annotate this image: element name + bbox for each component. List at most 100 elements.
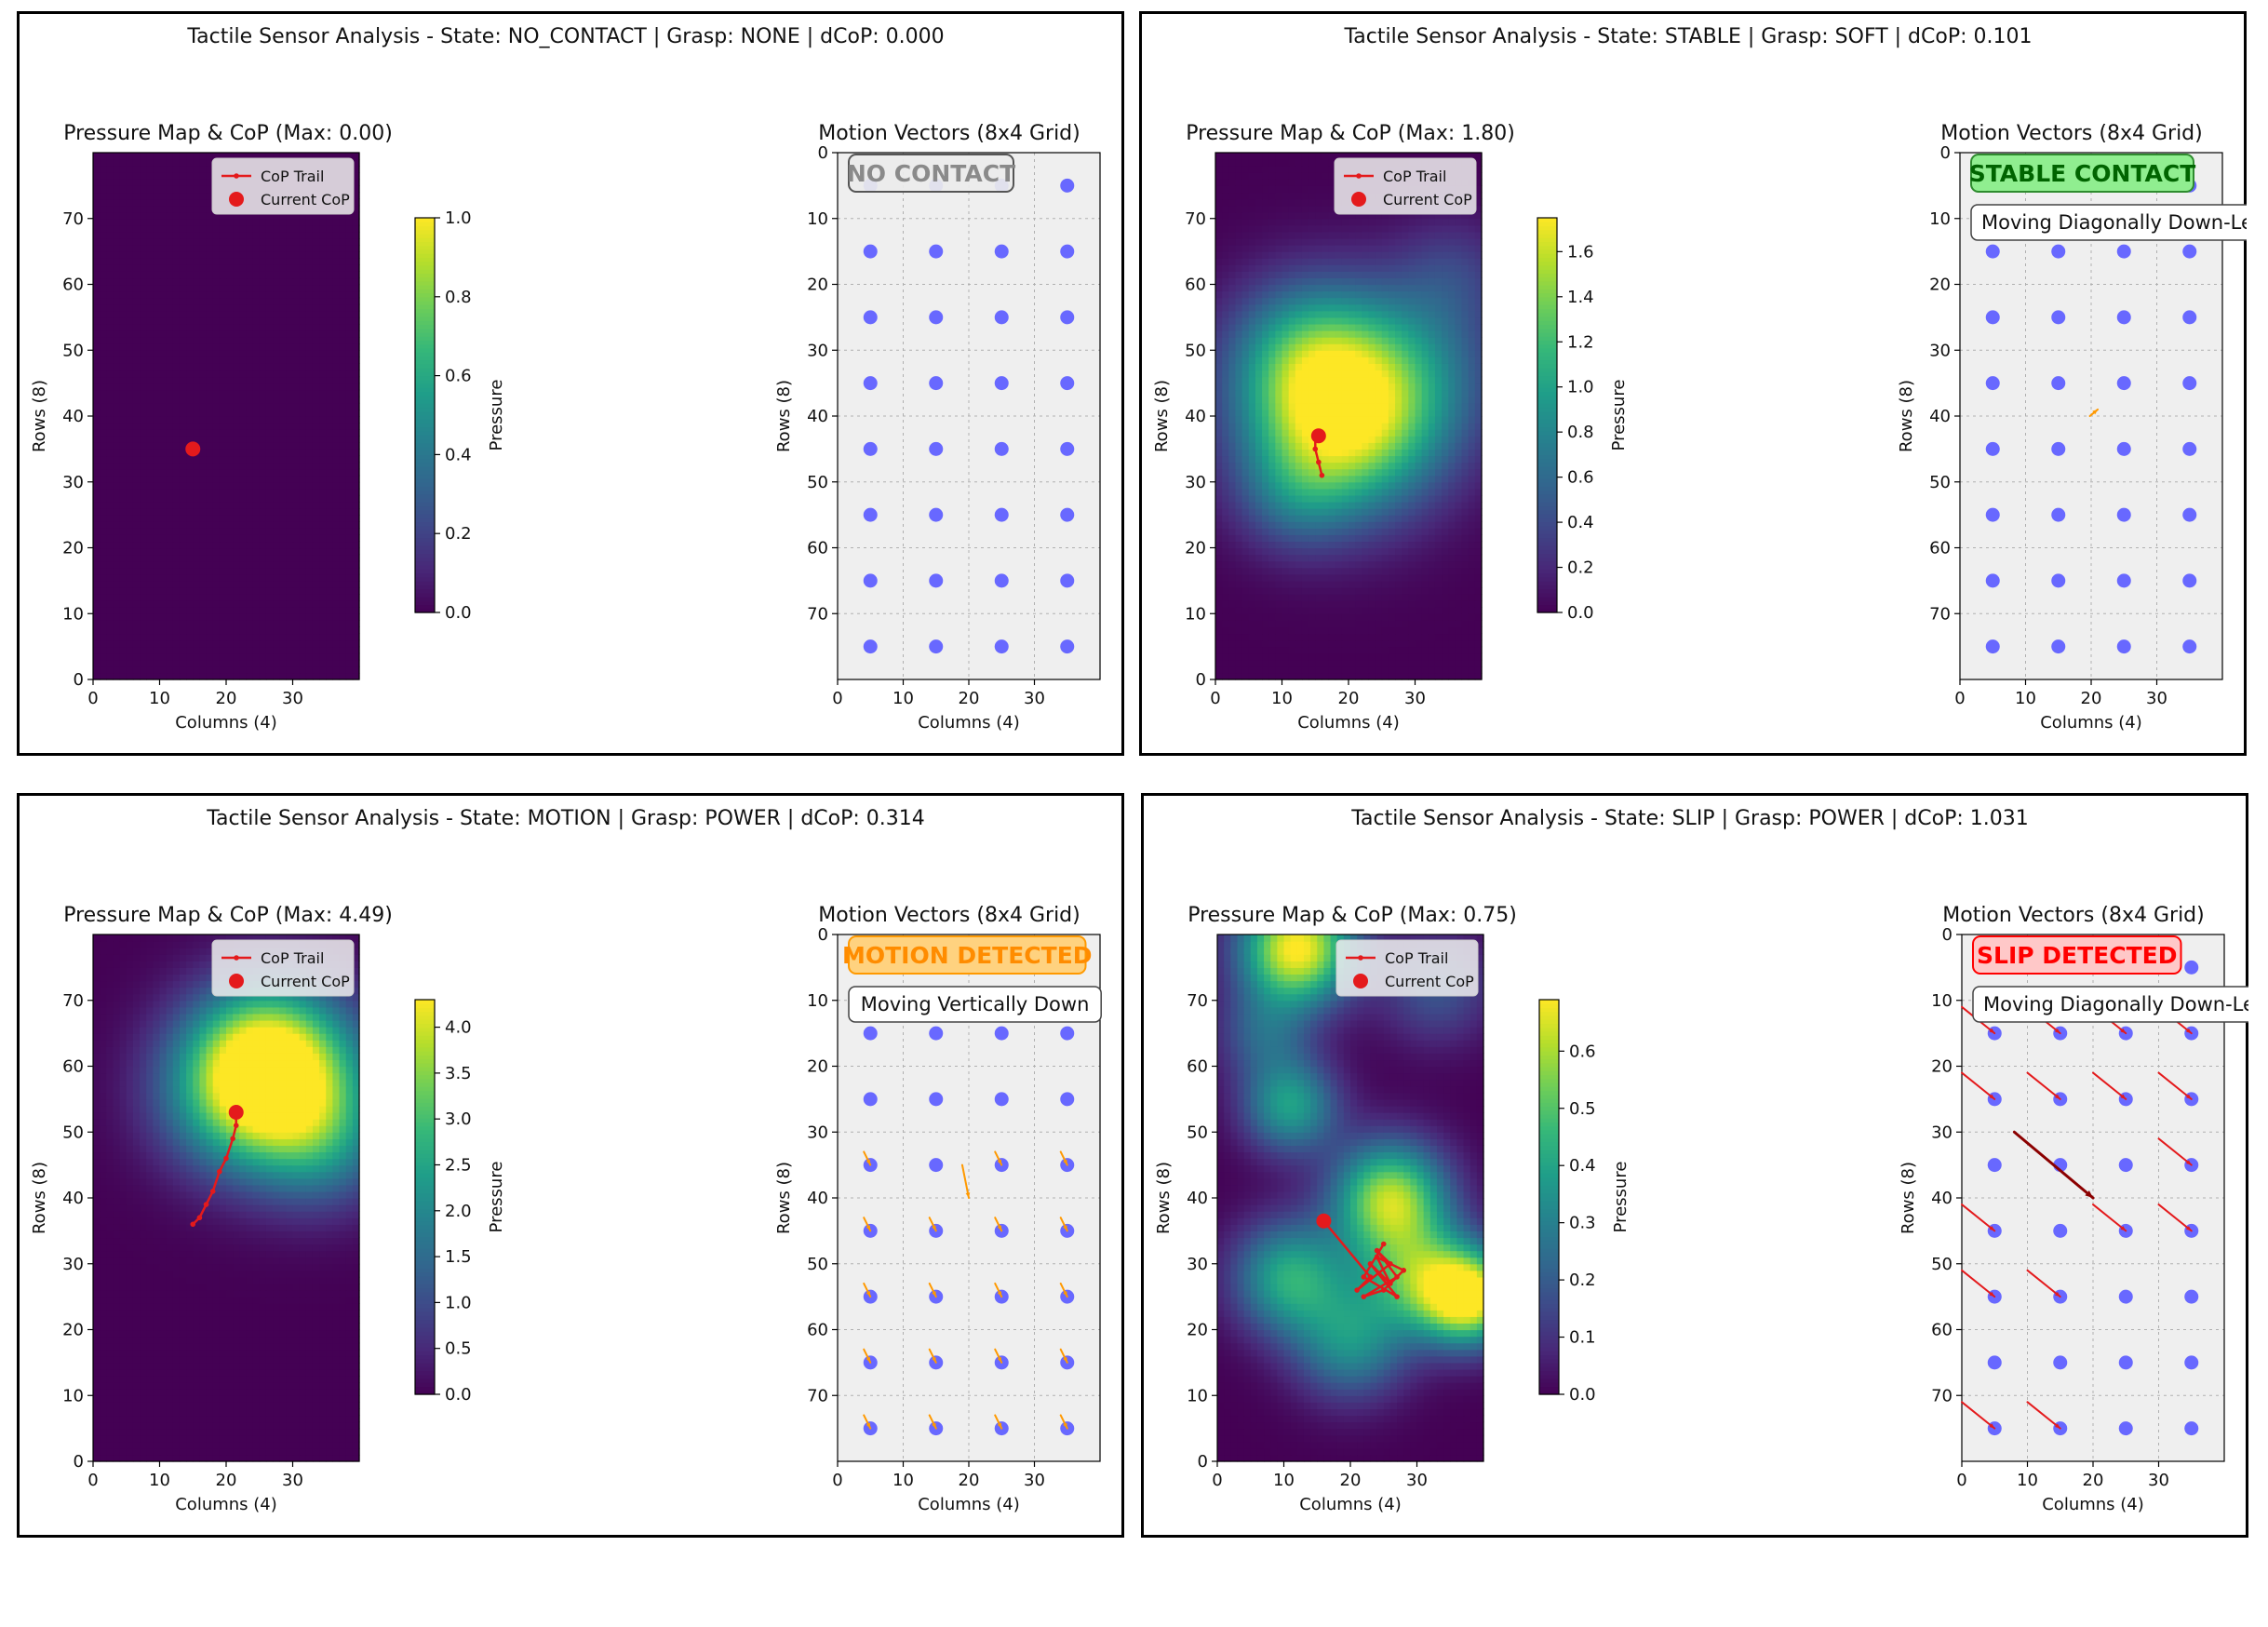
y-tick-label: 30 <box>1185 473 1206 492</box>
motion-y-tick-label: 10 <box>1929 209 1951 229</box>
motion-x-tick-label: 20 <box>2081 689 2102 708</box>
colorbar-tick-label: 0.5 <box>1569 1099 1596 1119</box>
x-tick-label: 10 <box>1271 689 1293 708</box>
taxel-dot <box>2182 507 2197 522</box>
legend-current-label: Current CoP <box>261 973 350 990</box>
taxel-dot <box>2051 441 2066 456</box>
x-tick-label: 30 <box>1406 1471 1428 1490</box>
pressure-heatmap <box>93 153 360 680</box>
y-tick-label: 50 <box>1185 341 1206 360</box>
colorbar-tick-label: 1.4 <box>1567 288 1594 307</box>
motion-y-tick-label: 30 <box>1929 341 1951 360</box>
pressure-heatmap <box>93 935 360 1462</box>
motion-x-label: Columns (4) <box>918 1495 1020 1514</box>
taxel-dot <box>994 573 1009 588</box>
cop-trail-point <box>1380 1241 1387 1247</box>
colorbar <box>1537 218 1557 613</box>
cop-trail-point <box>196 1215 203 1221</box>
y-tick-label: 40 <box>1185 407 1206 426</box>
motion-y-tick-label: 60 <box>807 539 828 558</box>
figure-title: Tactile Sensor Analysis - State: NO_CONT… <box>186 25 944 48</box>
taxel-dot <box>863 441 878 456</box>
motion-x-label: Columns (4) <box>918 713 1020 733</box>
motion-vectors <box>863 1150 1068 1430</box>
taxel-dot <box>2182 376 2197 391</box>
colorbar-tick-label: 0.4 <box>1567 513 1594 532</box>
cop-trail-point <box>1374 1254 1380 1260</box>
legend-current-label: Current CoP <box>1383 191 1472 208</box>
status-badge-box <box>848 935 1087 975</box>
taxel-dot <box>2053 1223 2068 1238</box>
cop-trail-point <box>203 1202 209 1207</box>
current-cop-marker <box>185 441 201 457</box>
colorbar-tick-label: 1.6 <box>1567 242 1594 262</box>
motion-x-tick-label: 20 <box>2083 1471 2104 1490</box>
taxel-dot <box>863 376 878 391</box>
cop-trail-point <box>1388 1260 1393 1267</box>
x-tick-label: 10 <box>149 689 170 708</box>
figure-title: Tactile Sensor Analysis - State: SLIP | … <box>1350 807 2029 830</box>
motion-vector-arrow <box>2092 1071 2127 1100</box>
x-tick-label: 10 <box>149 1471 170 1490</box>
motion-y-tick-label: 20 <box>1931 1057 1953 1077</box>
taxel-dot <box>863 639 878 654</box>
motion-vector-arrow <box>2092 1203 2127 1232</box>
motion-y-tick-label: 10 <box>807 209 828 229</box>
motion-vector-arrow <box>2026 1401 2061 1430</box>
y-tick-label: 0 <box>1196 670 1206 690</box>
direction-label: Moving Vertically Down <box>861 993 1090 1015</box>
y-tick-label: 0 <box>74 1452 84 1472</box>
motion-vector-arrow <box>1961 1071 1996 1100</box>
taxel-dot <box>2118 1158 2133 1173</box>
motion-x-tick-label: 0 <box>1956 1471 1966 1490</box>
motion-x-tick-label: 30 <box>2146 689 2167 708</box>
motion-y-tick-label: 70 <box>1929 604 1951 624</box>
motion-grid <box>838 153 1100 679</box>
x-tick-label: 30 <box>282 1471 303 1490</box>
direction-label: Moving Diagonally Down-Left <box>1983 993 2248 1015</box>
y-tick-label: 70 <box>1185 209 1206 229</box>
panel-figure: Tactile Sensor Analysis - State: NO_CONT… <box>17 11 1124 756</box>
x-tick-label: 0 <box>87 689 98 708</box>
colorbar-tick-label: 0.8 <box>445 288 472 307</box>
cop-trail-point <box>223 1155 229 1162</box>
pressure-legend <box>1334 157 1477 215</box>
colorbar-tick-label: 4.0 <box>445 1018 472 1038</box>
motion-x-tick-label: 30 <box>1024 689 1045 708</box>
taxel-dot <box>1985 310 2000 325</box>
direction-label-box <box>1970 204 2247 241</box>
motion-y-tick-label: 50 <box>807 1255 828 1274</box>
motion-x-tick-label: 30 <box>2148 1471 2169 1490</box>
motion-y-tick-label: 50 <box>1929 473 1951 492</box>
pressure-map-title: Pressure Map & CoP (Max: 0.75) <box>1188 904 1517 927</box>
motion-y-tick-label: 10 <box>1931 991 1953 1011</box>
taxel-dot <box>929 639 944 654</box>
taxel-dot <box>1060 178 1075 193</box>
y-tick-label: 50 <box>1187 1123 1208 1142</box>
cop-trail-point <box>1401 1268 1406 1273</box>
y-tick-label: 40 <box>62 1189 84 1208</box>
pressure-x-label: Columns (4) <box>175 713 277 733</box>
motion-y-tick-label: 40 <box>807 407 828 426</box>
taxel-dot <box>1985 376 2000 391</box>
direction-label-box <box>1972 986 2248 1023</box>
taxel-dot <box>994 310 1009 325</box>
taxel-dot <box>2184 1289 2199 1304</box>
legend-current-swatch <box>1351 192 1366 207</box>
taxel-dot <box>994 244 1009 259</box>
taxel-dot <box>2116 507 2131 522</box>
cop-trail-point <box>1319 472 1325 478</box>
legend-trail-label: CoP Trail <box>1383 168 1446 185</box>
taxel-dot <box>1060 1092 1075 1107</box>
colorbar-tick-label: 2.0 <box>445 1202 472 1221</box>
taxel-dot <box>1985 441 2000 456</box>
y-tick-label: 70 <box>1187 991 1208 1011</box>
motion-x-tick-label: 10 <box>892 689 914 708</box>
motion-y-tick-label: 20 <box>807 276 828 295</box>
colorbar <box>1539 1000 1559 1395</box>
colorbar-tick-label: 0.0 <box>445 603 472 623</box>
pressure-heatmap <box>1217 935 1484 1462</box>
motion-x-tick-label: 10 <box>2015 689 2036 708</box>
motion-x-label: Columns (4) <box>2042 1495 2144 1514</box>
cop-trail-point <box>1367 1274 1374 1280</box>
